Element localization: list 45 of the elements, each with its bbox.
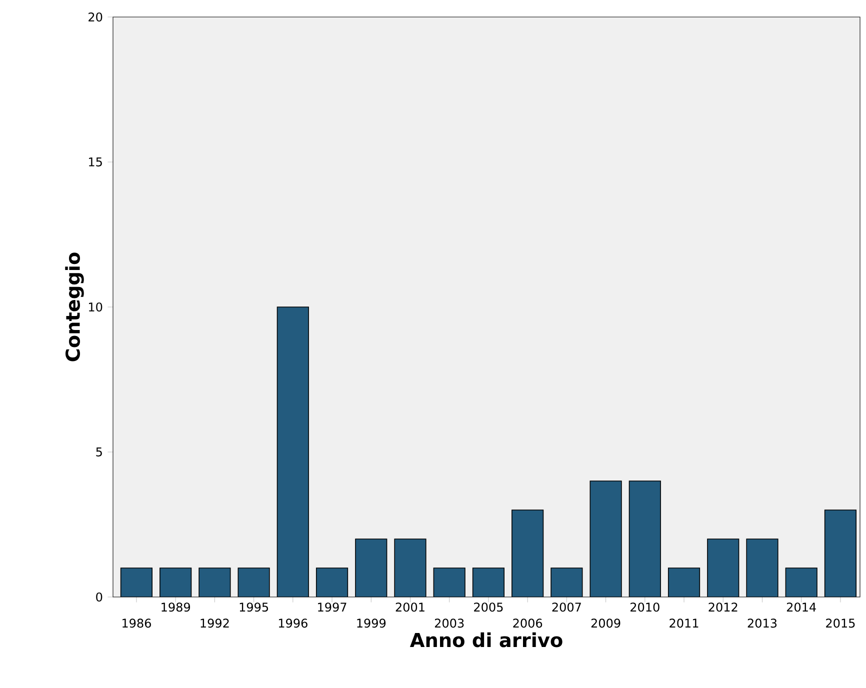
x-tick-label: 1996: [278, 618, 308, 628]
y-axis-title: Conteggio: [65, 252, 84, 362]
bar: [824, 510, 857, 597]
bar: [199, 568, 230, 597]
x-tick-label: 2005: [474, 602, 503, 612]
y-tick-label: 15: [89, 158, 102, 166]
x-tick-label: 2010: [630, 602, 660, 612]
x-tick-label: 1986: [122, 618, 151, 628]
bar: [394, 539, 426, 597]
y-tick-label: 5: [96, 448, 102, 456]
x-tick-label: 2009: [591, 618, 620, 628]
x-tick-label: 1999: [357, 618, 386, 628]
x-tick-label: 1997: [318, 602, 346, 612]
bar: [746, 539, 778, 597]
x-tick-label: 2013: [748, 618, 777, 628]
bar: [629, 480, 661, 597]
bar: [316, 568, 348, 597]
x-tick-label: 1995: [240, 602, 268, 612]
x-tick-label: 2012: [708, 602, 738, 612]
bar: [160, 568, 192, 597]
x-tick-label: 2014: [786, 602, 816, 612]
bar: [277, 306, 309, 597]
y-tick-label: 10: [89, 302, 102, 312]
bar: [472, 568, 504, 597]
bar: [590, 480, 622, 597]
bar: [238, 568, 270, 597]
bar: [434, 568, 465, 597]
y-tick-label: 0: [96, 592, 102, 602]
x-tick-label: 1992: [200, 618, 229, 628]
bar: [512, 510, 544, 597]
bar: [668, 568, 700, 597]
x-tick-label: 1989: [162, 602, 190, 612]
x-tick-label: 2007: [552, 602, 581, 612]
bar: [707, 539, 739, 597]
x-tick-label: 2003: [434, 618, 464, 628]
x-tick-label: 2006: [513, 618, 542, 628]
y-tick-label: 20: [88, 12, 102, 22]
bar: [355, 539, 387, 597]
bar: [551, 568, 582, 597]
bar: [786, 568, 817, 597]
x-tick-label: 2015: [826, 618, 855, 628]
x-tick-label: 2011: [670, 618, 698, 628]
x-tick-label: 2001: [396, 602, 424, 612]
x-axis-title: Anno di arrivo: [410, 632, 562, 648]
bar: [120, 568, 152, 597]
